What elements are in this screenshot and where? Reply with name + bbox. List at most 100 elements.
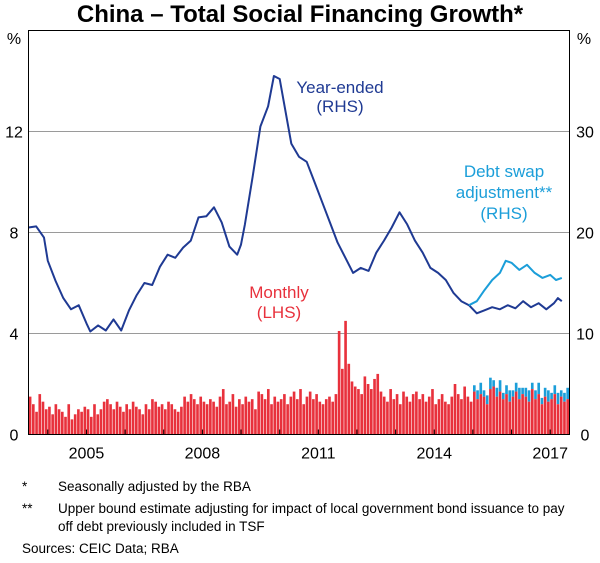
right-tick-label: 20: [576, 226, 594, 243]
monthly-bar: [163, 409, 167, 435]
debt-swap-bar: [476, 390, 479, 400]
monthly-bar: [382, 396, 386, 435]
plot-frame: [28, 30, 570, 435]
monthly-bar: [434, 404, 438, 435]
debt-swap-adjustment-rhs-line: [468, 259, 563, 307]
monthly-bar: [501, 399, 505, 435]
monthly-bar: [460, 399, 463, 435]
debt-swap-bar: [482, 390, 486, 397]
year-ended-label: Year-ended: [296, 78, 383, 97]
monthly-bar: [402, 391, 405, 435]
monthly-bar: [379, 391, 383, 435]
right-tick-label: 30: [576, 125, 594, 142]
monthly-bar: [144, 404, 148, 435]
monthly-bar: [347, 363, 351, 435]
monthly-bar: [411, 394, 415, 435]
footnote-1-text: Seasonally adjusted by the RBA: [58, 479, 251, 494]
debt-swap-bar: [566, 387, 569, 400]
monthly-bar: [202, 401, 206, 435]
monthly-bar: [157, 406, 161, 435]
monthly-bar: [73, 414, 77, 435]
debt-swap-axis-label: (RHS): [480, 204, 527, 223]
monthly-bar: [57, 409, 61, 435]
monthly-bar: [350, 381, 354, 435]
monthly-bar: [498, 391, 502, 435]
x-tick-label: 2005: [69, 446, 105, 463]
monthly-axis-label: (LHS): [257, 303, 301, 322]
x-tick-label: 2014: [416, 446, 452, 463]
monthly-bar: [38, 394, 42, 435]
monthly-bar: [205, 404, 209, 435]
monthly-bar: [99, 409, 103, 435]
monthly-label: Monthly: [249, 283, 309, 302]
monthly-bar: [170, 404, 174, 435]
monthly-bar: [511, 396, 515, 435]
debt-swap-label-line2: adjustment**: [456, 183, 553, 202]
monthly-bar: [373, 378, 376, 435]
sources: Sources: CEIC Data; RBA: [22, 541, 179, 556]
monthly-bar: [395, 394, 399, 435]
monthly-bar: [527, 401, 531, 435]
monthly-bar: [289, 396, 293, 435]
monthly-bar: [128, 409, 132, 435]
monthly-bar: [115, 401, 119, 435]
monthly-bar: [80, 411, 83, 435]
monthly-bar: [276, 401, 280, 435]
monthly-bar: [357, 389, 360, 435]
monthly-bar: [199, 396, 203, 435]
monthly-bar: [151, 399, 154, 435]
year-ended-axis-label: (RHS): [316, 97, 363, 116]
monthly-bar: [147, 409, 151, 435]
monthly-bar: [28, 396, 32, 435]
monthly-bar: [305, 396, 309, 435]
debt-swap-bar: [479, 382, 483, 395]
monthly-bar: [215, 406, 219, 435]
year-ended-rhs-line: [28, 75, 563, 333]
monthly-bar: [353, 386, 357, 435]
monthly-bar: [447, 404, 450, 435]
monthly-bar: [315, 394, 318, 435]
monthly-bar: [453, 384, 457, 435]
monthly-bar: [173, 409, 177, 435]
monthly-bar: [44, 409, 48, 435]
x-tick-label: 2008: [185, 446, 221, 463]
debt-swap-bar: [550, 392, 553, 400]
monthly-bar: [135, 406, 138, 435]
monthly-bar: [209, 399, 212, 435]
monthly-bar: [312, 399, 315, 435]
left-tick-label: 0: [10, 428, 19, 445]
monthly-bar: [344, 320, 347, 435]
monthly-bar: [559, 396, 563, 435]
monthly-bar: [360, 394, 363, 435]
monthly-bar: [424, 401, 428, 435]
monthly-bar: [266, 389, 270, 435]
monthly-bar: [234, 406, 238, 435]
monthly-bar: [450, 396, 454, 435]
chart-title: China – Total Social Financing Growth*: [77, 1, 524, 28]
monthly-bar: [408, 401, 412, 435]
monthly-bar: [482, 396, 486, 435]
footnote-1-mark: *: [22, 479, 28, 494]
monthly-bar: [392, 399, 396, 435]
monthly-bar: [241, 404, 244, 435]
debt-swap-bar: [518, 387, 521, 400]
monthly-bar: [131, 401, 135, 435]
monthly-bar: [524, 396, 528, 435]
monthly-bar: [476, 399, 479, 435]
monthly-bar: [540, 404, 544, 435]
debt-swap-bar: [473, 385, 476, 392]
footnote-2-mark: **: [22, 501, 33, 516]
monthly-bar: [479, 394, 483, 435]
monthly-bar: [160, 404, 164, 435]
monthly-bar: [299, 389, 302, 435]
monthly-bar: [341, 368, 344, 435]
debt-swap-bar: [534, 390, 537, 400]
monthly-bar: [180, 406, 183, 435]
monthly-bar: [86, 409, 90, 435]
monthly-bar: [508, 401, 512, 435]
monthly-bar: [553, 394, 557, 435]
monthly-bar: [398, 404, 402, 435]
monthly-bar: [369, 389, 373, 435]
debt-swap-bar: [537, 382, 541, 395]
monthly-bar: [77, 409, 80, 435]
